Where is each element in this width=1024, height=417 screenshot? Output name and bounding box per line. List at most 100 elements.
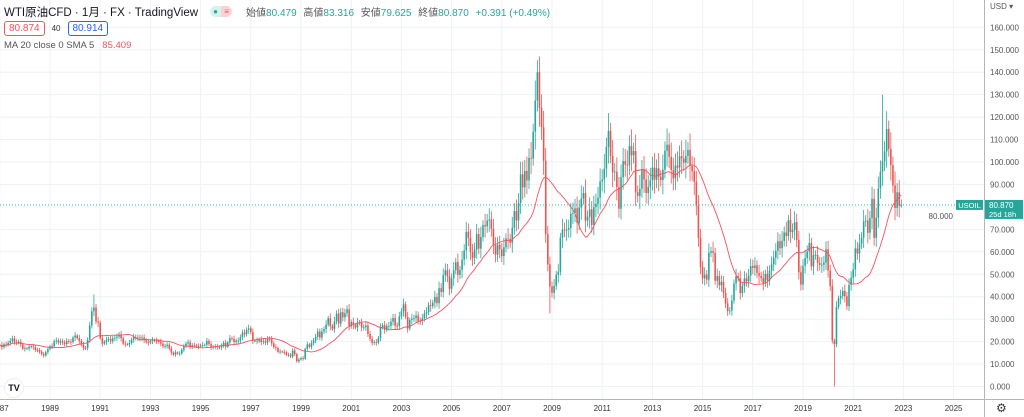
candle-body	[787, 220, 790, 237]
candles	[0, 56, 903, 387]
market-status-badge[interactable]: ● ≡	[210, 6, 233, 17]
candle-body	[293, 350, 296, 355]
candle-body	[80, 340, 83, 345]
candle-body	[630, 146, 633, 156]
candle-body	[603, 168, 606, 180]
candle-body	[572, 212, 574, 214]
candle-body	[137, 337, 139, 339]
candle-body	[710, 251, 712, 253]
candle-body	[492, 228, 495, 246]
sell-button[interactable]: 80.874	[4, 21, 45, 36]
candle-body	[266, 338, 269, 343]
candle-body	[511, 227, 514, 243]
candle-body	[91, 311, 93, 326]
candle-body	[873, 198, 875, 238]
candle-body	[728, 310, 731, 312]
candle-body	[578, 207, 580, 223]
candle-body	[342, 312, 344, 318]
candle-body	[354, 324, 357, 328]
candle-body	[180, 349, 183, 354]
candle-body	[436, 296, 438, 304]
candle-body	[427, 305, 430, 313]
candle-body	[726, 303, 729, 312]
candle-body	[260, 339, 263, 343]
candle-body	[97, 321, 99, 323]
candle-body	[51, 346, 53, 347]
ma-indicator-legend[interactable]: MA 20 close 0 SMA 5 85.409	[4, 40, 132, 51]
ma-line	[0, 164, 902, 353]
candle-body	[348, 309, 350, 327]
candle-body	[693, 171, 696, 182]
candle-body	[563, 229, 566, 231]
candle-body	[264, 341, 267, 343]
candle-body	[446, 270, 449, 277]
candle-body	[839, 296, 842, 299]
candle-body	[239, 337, 242, 341]
candle-body	[812, 255, 815, 267]
candle-body	[321, 331, 323, 338]
candle-body	[762, 278, 765, 284]
candle-body	[484, 225, 486, 227]
settings-gear-icon[interactable]: ⚙	[996, 401, 1007, 415]
candle-body	[206, 340, 208, 345]
candle-body	[733, 283, 735, 301]
candle-body	[651, 167, 654, 181]
candle-body	[438, 288, 440, 304]
candle-body	[854, 248, 857, 270]
buy-button[interactable]: 80.914	[67, 21, 109, 36]
candle-body	[258, 339, 260, 342]
candle-body	[47, 349, 49, 353]
candle-body	[423, 313, 426, 319]
candle-body	[157, 340, 160, 342]
candle-body	[333, 321, 336, 329]
candle-body	[396, 325, 399, 327]
candle-body	[178, 353, 181, 355]
candle-body	[369, 333, 371, 339]
symbol-title[interactable]: WTI原油CFD · 1月 · FX · TradingView	[4, 6, 199, 19]
candle-body	[308, 344, 311, 347]
candle-body	[557, 271, 560, 275]
candle-body	[24, 348, 26, 350]
time-tick-label: 2015	[694, 404, 712, 413]
candle-body	[760, 275, 762, 279]
candle-body	[605, 146, 608, 169]
candle-body	[486, 220, 488, 227]
candle-body	[668, 144, 670, 157]
candle-body	[145, 340, 148, 342]
candle-body	[829, 270, 831, 286]
candle-body	[5, 344, 7, 346]
ohlc-values: 始値80.479 高値83.316 安値79.625 終値80.870 +0.3…	[246, 8, 551, 19]
candle-body	[193, 345, 196, 346]
candle-body	[791, 229, 794, 233]
candle-body	[519, 174, 522, 204]
candle-body	[356, 322, 359, 328]
tradingview-logo[interactable]: TV	[4, 378, 24, 398]
candle-body	[469, 237, 472, 253]
candle-body	[316, 331, 319, 337]
candle-body	[494, 245, 497, 255]
candle-body	[764, 273, 767, 284]
currency-selector[interactable]: USD ▾	[990, 2, 1014, 11]
candle-body	[565, 229, 568, 231]
candle-body	[337, 313, 340, 324]
candle-body	[609, 130, 612, 156]
candle-body	[72, 337, 74, 343]
candle-body	[501, 249, 503, 257]
candle-body	[7, 342, 9, 345]
price-tick-label: 110.000	[990, 136, 1019, 145]
candle-body	[467, 231, 470, 238]
candle-body	[132, 337, 135, 340]
candle-body	[628, 146, 631, 166]
candle-body	[134, 337, 137, 339]
candle-body	[362, 327, 365, 329]
candle-body	[210, 344, 212, 348]
candle-body	[53, 341, 55, 347]
candle-body	[852, 269, 854, 278]
candle-body	[168, 344, 171, 349]
candle-body	[235, 340, 237, 343]
candle-body	[821, 264, 823, 266]
candle-body	[78, 338, 81, 341]
candle-body	[408, 320, 411, 329]
candle-body	[151, 340, 154, 342]
